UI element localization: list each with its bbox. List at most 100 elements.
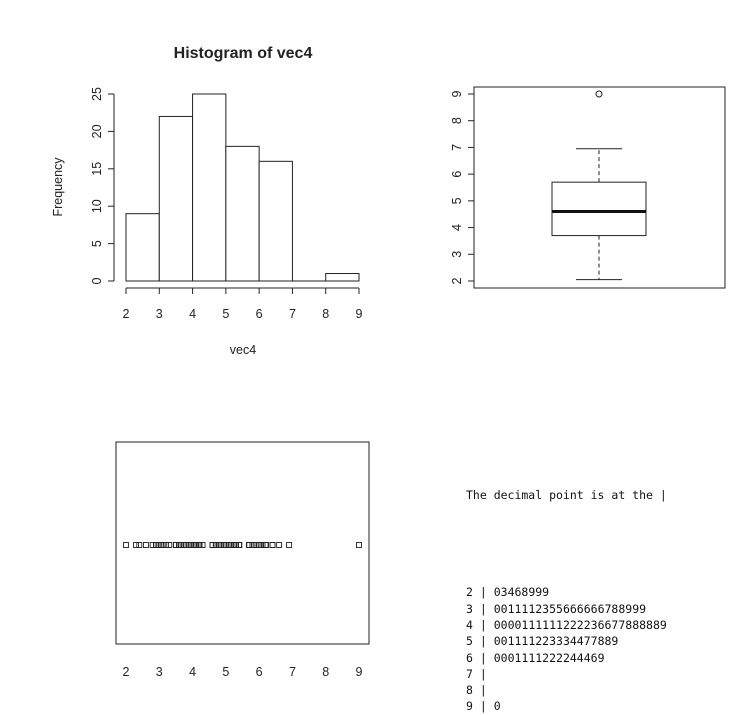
boxplot-y-tick-label: 4 xyxy=(450,224,464,231)
stripchart-point xyxy=(192,542,199,548)
stem-value: 5 xyxy=(466,634,473,649)
stripchart-point xyxy=(249,542,256,548)
histogram-bar xyxy=(325,273,360,282)
stripchart-point xyxy=(186,542,193,548)
histogram-x-tick-label: 3 xyxy=(156,307,163,321)
stripchart-point xyxy=(209,542,216,548)
stripchart-point xyxy=(259,542,266,548)
stem-value: 4 xyxy=(466,617,473,632)
stripchart-point xyxy=(159,542,166,548)
histogram-y-tick-label: 0 xyxy=(90,277,104,284)
histogram-x-tick-label: 6 xyxy=(256,307,263,321)
stripchart-point xyxy=(259,542,266,548)
stem-separator: | xyxy=(472,683,494,698)
stripchart-point xyxy=(256,542,263,548)
stripchart-point xyxy=(209,542,216,548)
stripchart-point xyxy=(259,542,266,548)
stripchart-x-tick-label: 7 xyxy=(289,665,296,679)
stem-value: 7 xyxy=(466,666,473,681)
stripchart-point xyxy=(256,542,263,548)
histogram-y-axis: 0 5 10 15 20 25 xyxy=(90,87,115,284)
stripchart-point xyxy=(156,542,163,548)
histogram-bar xyxy=(192,93,227,282)
stem-and-leaf-display: The decimal point is at the | 2 | 034689… xyxy=(466,454,667,714)
histogram-x-tick-label: 4 xyxy=(189,307,196,321)
histogram-x-tick-label: 5 xyxy=(222,307,229,321)
stripchart-point xyxy=(153,542,159,548)
stripchart-x-tick-label: 3 xyxy=(156,665,163,679)
stripchart-x-tick-label: 4 xyxy=(189,665,196,679)
stripchart-point xyxy=(149,542,156,548)
histogram-x-tick-label: 2 xyxy=(123,307,130,321)
stripchart-point xyxy=(252,542,259,548)
stripchart-point xyxy=(196,542,203,548)
histogram-y-tick-label: 10 xyxy=(90,199,104,213)
stripchart-point xyxy=(133,542,139,548)
stripchart-point xyxy=(192,542,199,548)
stem-value: 9 xyxy=(466,699,473,714)
stripchart-point xyxy=(232,542,239,548)
stripchart-points xyxy=(123,542,362,548)
stripchart-x-tick-label: 9 xyxy=(356,665,363,679)
boxplot-y-tick-label: 2 xyxy=(450,277,464,284)
stripchart-point xyxy=(189,542,196,548)
stripchart-point xyxy=(256,542,263,548)
leaf-values: 0000111111222236677888889 xyxy=(493,617,667,632)
stripchart-point xyxy=(259,542,266,548)
stripchart-point xyxy=(356,542,362,548)
boxplot-marks xyxy=(551,90,647,281)
boxplot-y-axis: 2 3 4 5 6 7 8 9 xyxy=(450,90,475,284)
histogram-bar xyxy=(258,160,293,282)
stripchart-point xyxy=(286,542,293,548)
histogram-y-tick-label: 25 xyxy=(90,87,104,101)
stem-separator: | xyxy=(472,585,494,600)
stripchart-point xyxy=(269,542,276,548)
stem-separator: | xyxy=(472,601,494,616)
boxplot-box xyxy=(551,181,647,237)
stripchart-point xyxy=(216,542,223,548)
stripchart-point xyxy=(123,542,129,548)
stripchart-point xyxy=(269,542,276,548)
stripchart-point xyxy=(179,542,186,548)
stripchart-point xyxy=(229,542,236,548)
leaf-values: 03468999 xyxy=(493,585,550,600)
histogram-bars xyxy=(125,93,360,282)
stripchart-point xyxy=(262,542,269,548)
stem-leaf-row: 7 | xyxy=(466,666,667,682)
stripchart-point xyxy=(262,542,269,548)
stem-leaf-row: 6 | 0001111222244469 xyxy=(466,650,667,666)
stripchart-point xyxy=(226,542,233,548)
histogram-x-tick-label: 9 xyxy=(356,307,363,321)
histogram-bar xyxy=(225,145,260,282)
stem-leaf-row: 3 | 0011112355666666788999 xyxy=(466,601,667,617)
stripchart-point xyxy=(153,542,159,548)
stripchart-point xyxy=(216,542,223,548)
stem-separator: | xyxy=(472,699,494,714)
histogram-y-tick-label: 15 xyxy=(90,162,104,176)
stripchart-point xyxy=(216,542,223,548)
stripchart-panel: 2 3 4 5 6 7 8 9 xyxy=(115,441,370,679)
stripchart-point xyxy=(246,542,253,548)
stripchart-point xyxy=(153,542,159,548)
stem-leaf-row: 4 | 0000111111222236677888889 xyxy=(466,617,667,633)
stripchart-point xyxy=(246,542,253,548)
stripchart-point xyxy=(186,542,193,548)
stripchart-point xyxy=(192,542,199,548)
stripchart-point xyxy=(196,542,203,548)
stripchart-point xyxy=(176,542,183,548)
stripchart-point xyxy=(156,542,163,548)
stem-leaf-row: 2 | 03468999 xyxy=(466,584,667,600)
stripchart-x-tick-label: 6 xyxy=(256,665,263,679)
stripchart-x-tick-label: 2 xyxy=(123,665,130,679)
boxplot-y-tick-label: 7 xyxy=(450,144,464,151)
histogram-bar xyxy=(125,213,160,282)
leaf-values: 001111223334477889 xyxy=(493,634,619,649)
stripchart-point xyxy=(159,542,166,548)
stripchart-point xyxy=(189,542,196,548)
stripchart-point xyxy=(236,542,243,548)
stripchart-point xyxy=(192,542,199,548)
stem-separator: | xyxy=(472,650,494,665)
stripchart-point xyxy=(186,542,193,548)
boxplot-y-tick-label: 8 xyxy=(450,117,464,124)
